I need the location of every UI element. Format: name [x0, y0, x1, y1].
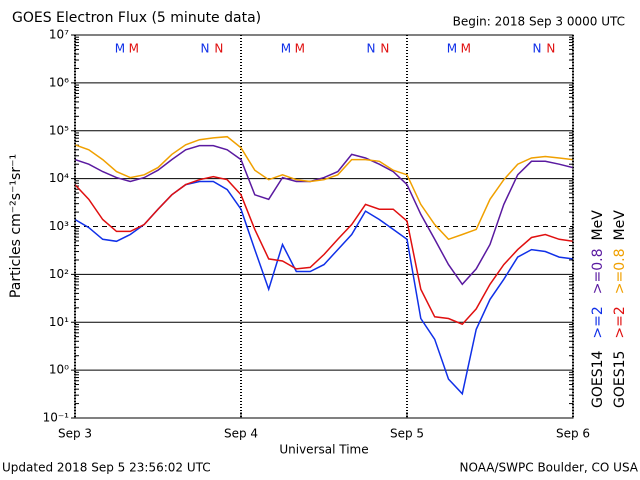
- legend-entry: >=2: [590, 306, 606, 338]
- y-tick-label: 10²: [49, 267, 69, 281]
- legend: GOES15 >=2 >=0.8 MeV: [612, 210, 628, 408]
- x-tick-label: Sep 3: [58, 427, 92, 441]
- local-time-marker: M: [447, 42, 457, 56]
- series-line: [75, 135, 573, 241]
- local-time-marker: N: [214, 42, 223, 56]
- local-time-marker: M: [281, 42, 291, 56]
- x-tick-label: Sep 6: [556, 427, 590, 441]
- legend-entry: >=0.8: [612, 248, 628, 294]
- local-time-marker: N: [380, 42, 389, 56]
- y-tick-label: 10⁰: [49, 363, 69, 377]
- local-time-marker: M: [461, 42, 471, 56]
- local-time-marker: N: [533, 42, 542, 56]
- y-tick-label: 10⁶: [49, 75, 69, 89]
- footer-right: NOAA/SWPC Boulder, CO USA: [460, 461, 639, 475]
- footer-left: Updated 2018 Sep 5 23:56:02 UTC: [2, 461, 211, 475]
- x-axis-label: Universal Time: [279, 443, 368, 457]
- y-tick-label: 10⁻¹: [43, 411, 70, 425]
- y-tick-label: 10⁷: [49, 28, 69, 42]
- y-tick-label: 10⁴: [49, 171, 69, 185]
- local-time-marker: M: [129, 42, 139, 56]
- local-time-marker: M: [295, 42, 305, 56]
- plot-frame: [74, 34, 574, 419]
- series-line: [75, 175, 573, 326]
- legend-satellite: GOES14: [590, 350, 606, 408]
- legend-entry: >=0.8: [590, 248, 606, 294]
- local-time-marker: N: [367, 42, 376, 56]
- legend-satellite: GOES15: [612, 351, 628, 408]
- chart-title: GOES Electron Flux (5 minute data): [12, 10, 261, 26]
- local-time-marker: N: [201, 42, 210, 56]
- y-tick-label: 10⁵: [49, 123, 69, 137]
- local-time-marker: N: [546, 42, 555, 56]
- legend: GOES14 >=2 >=0.8 MeV: [590, 210, 606, 408]
- legend-entry: >=2: [612, 306, 628, 338]
- x-tick-label: Sep 4: [224, 427, 258, 441]
- y-tick-label: 10³: [49, 219, 69, 233]
- series-line: [75, 144, 573, 286]
- legend-unit: MeV: [590, 210, 606, 241]
- begin-label: Begin: 2018 Sep 3 0000 UTC: [453, 15, 625, 29]
- y-axis-label: Particles cm⁻²s⁻¹sr⁻¹: [8, 154, 24, 298]
- y-tick-label: 10¹: [49, 315, 69, 329]
- legend-unit: MeV: [612, 210, 628, 241]
- x-tick-label: Sep 5: [390, 427, 424, 441]
- local-time-marker: M: [115, 42, 125, 56]
